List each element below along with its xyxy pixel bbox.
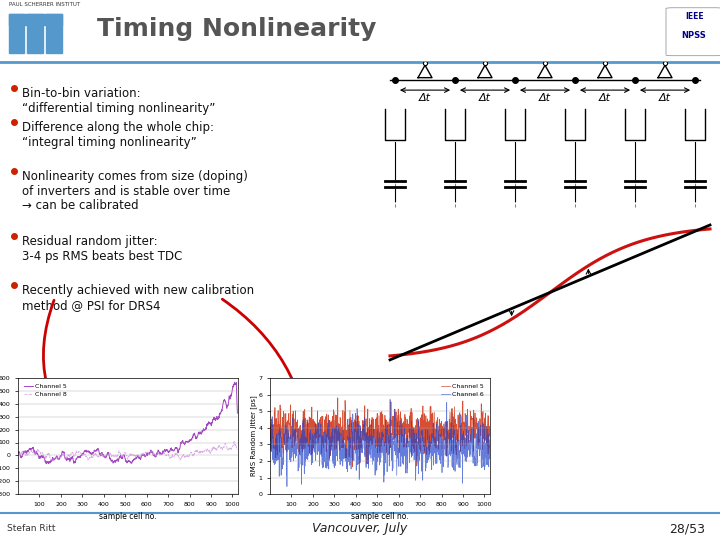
- Channel 5: [485, 433, 494, 439]
- Text: Timing Nonlinearity: Timing Nonlinearity: [97, 17, 377, 40]
- Channel 5: [372, 443, 381, 449]
- Channel 5: [14, 450, 22, 457]
- Text: Residual random jitter:: Residual random jitter:: [22, 235, 158, 248]
- Bar: [46, 14, 62, 53]
- Channel 5: [266, 408, 274, 415]
- Text: Δt: Δt: [539, 93, 551, 103]
- Legend: Channel 5, Channel 8: Channel 5, Channel 8: [21, 381, 69, 400]
- Channel 6: [337, 452, 346, 458]
- Text: “integral timing nonlinearity”: “integral timing nonlinearity”: [22, 136, 197, 148]
- Channel 6: [441, 440, 450, 447]
- Channel 5: [348, 464, 356, 470]
- Channel 5: [230, 379, 239, 386]
- Text: Vancouver, July: Vancouver, July: [312, 522, 408, 535]
- X-axis label: sample cell no.: sample cell no.: [351, 512, 409, 521]
- Channel 8: [233, 447, 242, 453]
- Channel 5: [189, 431, 198, 437]
- Bar: [9, 14, 62, 25]
- Text: Nonlinearity comes from size (doping): Nonlinearity comes from size (doping): [22, 170, 248, 183]
- Channel 5: [351, 418, 360, 425]
- Channel 8: [230, 438, 238, 445]
- Channel 5: [453, 435, 462, 441]
- FancyBboxPatch shape: [666, 8, 720, 56]
- Channel 8: [14, 451, 22, 457]
- Channel 5: [201, 427, 210, 433]
- Channel 6: [266, 441, 274, 448]
- Text: Δt: Δt: [659, 93, 671, 103]
- Channel 5: [99, 453, 108, 459]
- Channel 5: [42, 461, 50, 467]
- Text: Δt: Δt: [479, 93, 491, 103]
- Text: method @ PSI for DRS4: method @ PSI for DRS4: [22, 299, 161, 312]
- Text: → can be calibrated: → can be calibrated: [22, 199, 139, 212]
- Text: Difference along the whole chip:: Difference along the whole chip:: [22, 122, 214, 134]
- Line: Channel 6: Channel 6: [270, 400, 490, 487]
- Channel 6: [351, 450, 360, 456]
- Channel 6: [453, 426, 462, 433]
- Channel 6: [485, 437, 494, 443]
- Channel 5: [441, 429, 450, 436]
- X-axis label: sample cell no.: sample cell no.: [99, 512, 157, 521]
- Channel 8: [49, 457, 58, 464]
- Bar: [27, 14, 43, 53]
- Line: Channel 5: Channel 5: [18, 382, 238, 464]
- Y-axis label: RMS Random Jitter [ps]: RMS Random Jitter [ps]: [251, 396, 257, 476]
- Line: Channel 5: Channel 5: [270, 398, 490, 467]
- Text: Stefan Ritt: Stefan Ritt: [7, 524, 55, 533]
- Text: Recently achieved with new calibration: Recently achieved with new calibration: [22, 284, 254, 297]
- Channel 8: [99, 454, 108, 460]
- Channel 6: [283, 483, 292, 490]
- Bar: [9, 14, 24, 53]
- Channel 8: [18, 448, 27, 454]
- Channel 5: [233, 410, 242, 416]
- Text: NPSS: NPSS: [682, 31, 706, 40]
- Text: “differential timing nonlinearity”: “differential timing nonlinearity”: [22, 102, 215, 114]
- Text: 3-4 ps RMS beats best TDC: 3-4 ps RMS beats best TDC: [22, 250, 182, 263]
- Line: Channel 8: Channel 8: [18, 442, 238, 461]
- Channel 5: [270, 409, 279, 415]
- Legend: Channel 5, Channel 6: Channel 5, Channel 6: [438, 381, 487, 400]
- Channel 8: [189, 453, 198, 459]
- Channel 5: [18, 452, 27, 458]
- Text: PAUL SCHERRER INSTITUT: PAUL SCHERRER INSTITUT: [9, 2, 81, 7]
- Text: 28/53: 28/53: [670, 522, 706, 535]
- Text: Bin-to-bin variation:: Bin-to-bin variation:: [22, 87, 140, 100]
- Channel 5: [85, 448, 94, 455]
- Channel 5: [120, 454, 129, 460]
- Channel 8: [85, 455, 94, 462]
- Channel 8: [201, 447, 210, 454]
- Text: IEEE: IEEE: [685, 12, 703, 21]
- Text: of inverters and is stable over time: of inverters and is stable over time: [22, 185, 230, 198]
- Channel 8: [120, 450, 129, 456]
- Channel 5: [333, 395, 342, 401]
- Text: Δt: Δt: [419, 93, 431, 103]
- Channel 5: [337, 436, 346, 442]
- Channel 6: [270, 461, 279, 468]
- Channel 6: [372, 446, 381, 453]
- Channel 6: [386, 396, 395, 403]
- Text: Δt: Δt: [599, 93, 611, 103]
